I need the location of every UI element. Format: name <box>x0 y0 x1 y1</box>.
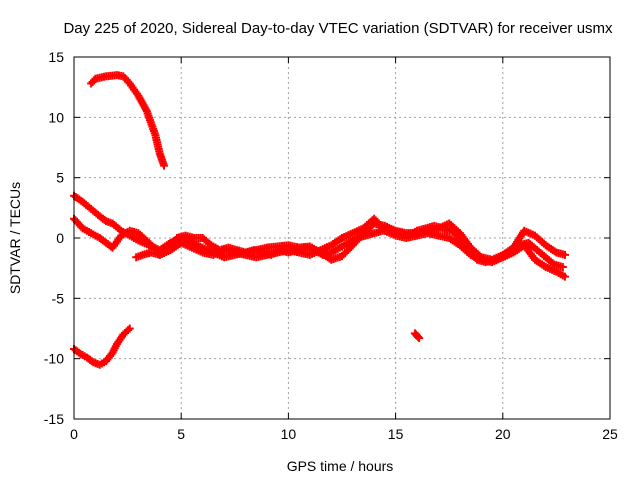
data-point <box>414 332 423 341</box>
x-tick-label: 5 <box>177 426 185 442</box>
data-point <box>124 326 133 335</box>
data-point <box>560 250 569 259</box>
y-tick-label: 0 <box>56 230 64 246</box>
data-point <box>558 262 567 271</box>
y-tick-label: -10 <box>44 351 64 367</box>
y-tick-label: -5 <box>52 290 65 306</box>
series-arc-high <box>87 71 169 170</box>
data-point <box>160 161 169 170</box>
axis-ticks <box>73 56 611 420</box>
data-point <box>560 272 569 281</box>
data-point <box>125 324 134 333</box>
x-tick-label: 0 <box>70 426 78 442</box>
series-track-c <box>132 221 567 271</box>
series-arc-low <box>70 324 134 369</box>
series-arc-small <box>410 329 424 343</box>
x-tick-label: 20 <box>495 426 511 442</box>
x-tick-label: 25 <box>602 426 618 442</box>
y-tick-label: 15 <box>48 49 64 65</box>
x-tick-label: 15 <box>388 426 404 442</box>
y-tick-label: 10 <box>48 109 64 125</box>
data-point <box>415 334 424 343</box>
y-tick-label: -15 <box>44 411 64 427</box>
x-tick-label: 10 <box>281 426 297 442</box>
x-axis-label: GPS time / hours <box>287 458 394 474</box>
y-axis-label: SDTVAR / TECUs <box>7 182 23 294</box>
series-layer <box>70 71 569 369</box>
axis-tick-labels: 0 5 10 15 20 25 -15 -10 -5 0 5 10 15 <box>44 49 618 442</box>
chart-title: Day 225 of 2020, Sidereal Day-to-day VTE… <box>63 20 613 37</box>
y-tick-label: 5 <box>56 170 64 186</box>
